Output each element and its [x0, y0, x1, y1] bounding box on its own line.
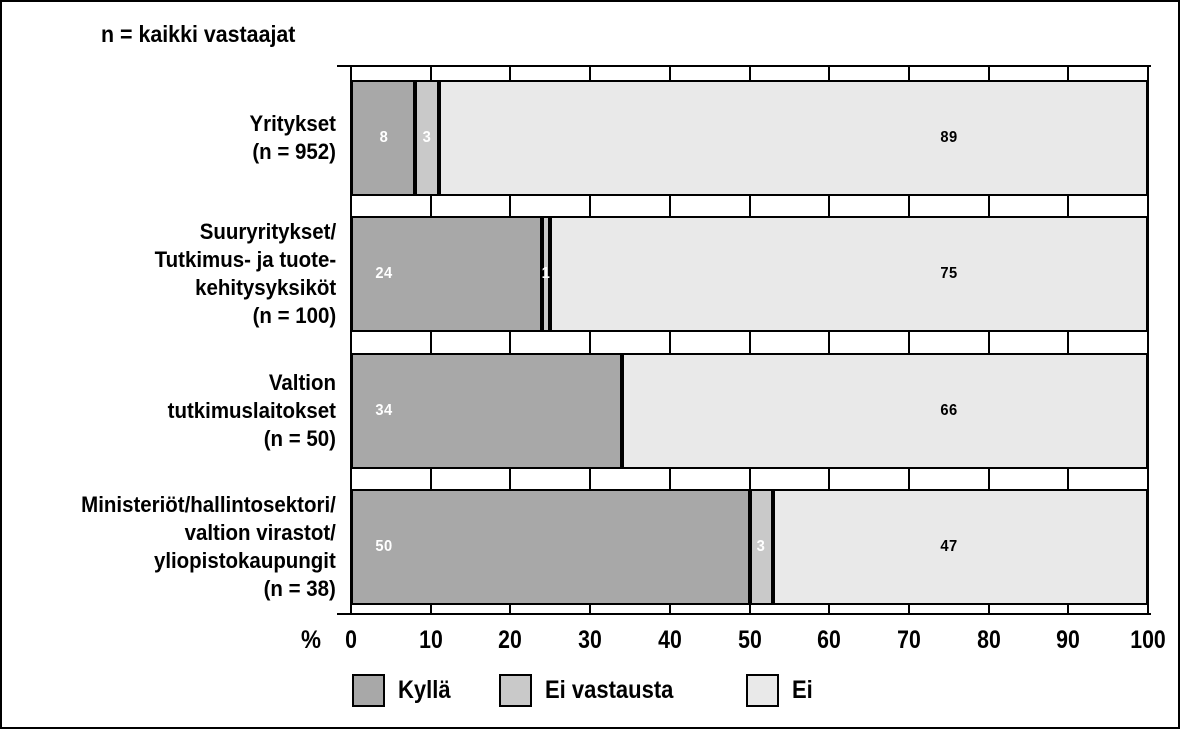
bar-segment-kyll-: [351, 80, 415, 196]
x-tick-label-60: 60: [817, 626, 842, 654]
legend-swatch-kyll-: [352, 674, 385, 707]
gridline-60: [828, 65, 831, 615]
plot-frame: [337, 65, 1151, 615]
x-tick-label-0: 0: [345, 626, 357, 654]
gridline-90: [1067, 65, 1070, 615]
plot-area: 8 3 89 24 1 75 34 66 50 3 47: [350, 65, 1149, 615]
bar-segment-ei: [550, 216, 1148, 332]
bar-value-label: 8: [380, 129, 389, 146]
bar-value-label: 34: [375, 402, 394, 419]
category-label-0: Yritykset (n = 952): [249, 111, 336, 164]
category-label-2: Valtion tutkimuslaitokset (n = 50): [167, 370, 336, 451]
bar-segment-kyll-: [351, 353, 622, 469]
chart-title: n = kaikki vastaajat: [101, 21, 296, 47]
bar-segment-kyll-: [351, 489, 750, 605]
x-axis-unit-label: %: [300, 626, 322, 654]
legend-swatch-ei: [746, 674, 779, 707]
bar-segment-ei-vastausta: [414, 80, 439, 196]
bar-value-label: 1: [541, 265, 551, 282]
legend: Kyllä Ei vastausta Ei: [2, 673, 1178, 709]
legend-label-ei: Ei: [792, 676, 813, 704]
gridline-20: [509, 65, 512, 615]
x-tick-label-90: 90: [1056, 626, 1081, 654]
bar-value-label: 24: [375, 265, 394, 282]
bar-value-label: 3: [422, 129, 432, 146]
x-tick-label-40: 40: [657, 626, 682, 654]
x-tick-label-70: 70: [897, 626, 921, 654]
gridline-0: [350, 65, 352, 615]
x-tick-label-80: 80: [976, 626, 1001, 654]
bar-row-0: 8 3 89: [351, 80, 1148, 196]
bar-segment-ei-vastausta: [542, 216, 551, 332]
gridline-70: [907, 65, 910, 615]
bar-row-3: 50 3 47: [351, 489, 1148, 605]
bar-segment-ei: [621, 353, 1148, 469]
gridline-100: [1147, 65, 1149, 615]
bar-segment-ei: [438, 80, 1148, 196]
bar-value-label: 50: [375, 538, 394, 555]
bar-row-1: 24 1 75: [351, 216, 1148, 332]
category-label-3: Ministeriöt/hallintosektori/valtion vira…: [81, 492, 336, 601]
bar-segment-ei-vastausta: [749, 489, 774, 605]
gridline-10: [429, 65, 432, 615]
x-tick-label-20: 20: [498, 626, 523, 654]
legend-swatch-ei-vastausta: [499, 674, 532, 707]
x-tick-label-50: 50: [737, 626, 762, 654]
bar-value-label: 3: [757, 538, 766, 555]
bar-value-label: 66: [940, 402, 958, 419]
bar-value-label: 47: [940, 538, 958, 555]
legend-item-ei-vastausta: Ei vastausta: [499, 673, 691, 708]
legend-label-ei-vastausta: Ei vastausta: [545, 676, 674, 704]
x-tick-label-100: 100: [1130, 626, 1166, 654]
x-tick-label-30: 30: [578, 626, 602, 654]
gridline-80: [987, 65, 990, 615]
x-axis: 0 10 20 30 40 50 60 70 80 90 100: [345, 626, 1166, 656]
bar-segment-kyll-: [351, 216, 543, 332]
bar-segment-ei: [773, 489, 1148, 605]
bar-row-2: 34 66: [351, 353, 1148, 469]
legend-item-ei: Ei: [746, 673, 816, 708]
gridline-30: [589, 65, 592, 615]
bar-value-label: 89: [940, 129, 958, 146]
bar-value-label: 75: [940, 265, 958, 282]
x-tick-label-10: 10: [418, 626, 443, 654]
category-label-1: Suuryritykset/Tutkimus- ja tuote-kehitys…: [154, 219, 336, 328]
gridline-50: [748, 65, 751, 615]
legend-label-kyll-: Kyllä: [398, 676, 451, 704]
legend-item-kyll-: Kyllä: [352, 673, 458, 708]
gridline-40: [668, 65, 671, 615]
